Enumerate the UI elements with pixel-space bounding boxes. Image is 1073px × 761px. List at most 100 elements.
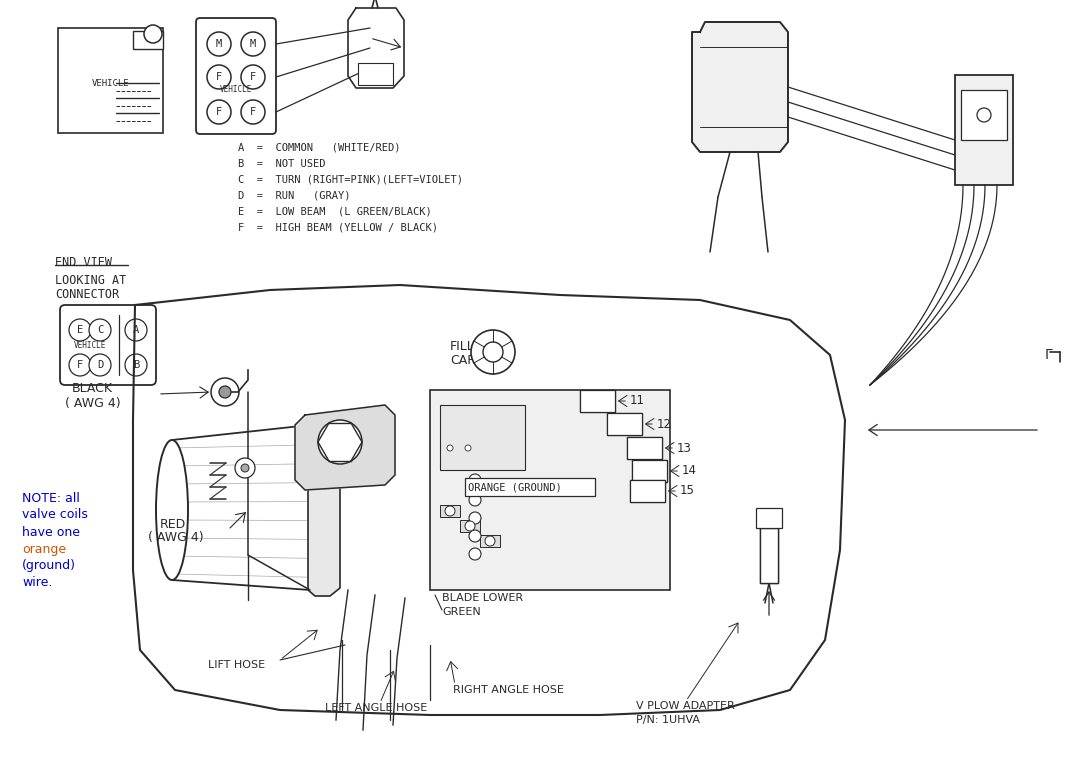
Bar: [630, 480, 665, 502]
Ellipse shape: [156, 440, 188, 580]
Text: END VIEW: END VIEW: [55, 256, 112, 269]
FancyBboxPatch shape: [60, 305, 156, 385]
Text: Γ: Γ: [1044, 348, 1052, 362]
Circle shape: [124, 354, 147, 376]
Circle shape: [241, 464, 249, 472]
Circle shape: [211, 378, 239, 406]
Circle shape: [443, 441, 457, 455]
Bar: [756, 508, 782, 528]
Circle shape: [241, 65, 265, 89]
Text: BLACK: BLACK: [72, 381, 113, 394]
Bar: [133, 31, 163, 49]
Text: LOOKING AT: LOOKING AT: [55, 273, 127, 286]
Text: VEHICLE: VEHICLE: [91, 78, 130, 88]
Bar: [358, 63, 393, 85]
Bar: [465, 478, 596, 496]
Text: FILL: FILL: [450, 339, 474, 352]
Circle shape: [207, 32, 231, 56]
Text: A: A: [133, 325, 139, 335]
Circle shape: [69, 354, 91, 376]
Circle shape: [978, 108, 991, 122]
Polygon shape: [133, 285, 846, 715]
Text: F: F: [250, 107, 256, 117]
Text: C  =  TURN (RIGHT=PINK)(LEFT=VIOLET): C = TURN (RIGHT=PINK)(LEFT=VIOLET): [238, 175, 464, 185]
Text: BLADE LOWER: BLADE LOWER: [442, 593, 524, 603]
Circle shape: [447, 445, 453, 451]
Text: E  =  LOW BEAM  (L GREEN/BLACK): E = LOW BEAM (L GREEN/BLACK): [238, 207, 431, 217]
Bar: [480, 535, 500, 547]
Bar: [440, 505, 460, 517]
Text: V PLOW ADAPTER: V PLOW ADAPTER: [636, 701, 735, 711]
Text: B: B: [133, 360, 139, 370]
Text: 11: 11: [630, 394, 645, 407]
Text: 14: 14: [682, 464, 697, 477]
Circle shape: [241, 32, 265, 56]
FancyBboxPatch shape: [196, 18, 276, 134]
Text: A  =  COMMON   (WHITE/RED): A = COMMON (WHITE/RED): [238, 143, 400, 153]
Circle shape: [235, 458, 255, 478]
Text: 15: 15: [680, 485, 695, 498]
Text: VEHICLE: VEHICLE: [74, 340, 106, 349]
Bar: [961, 90, 1006, 140]
Circle shape: [69, 319, 91, 341]
Bar: [632, 460, 667, 482]
Text: E: E: [77, 325, 83, 335]
Text: F: F: [250, 72, 256, 82]
Circle shape: [144, 25, 162, 43]
Text: CAP: CAP: [450, 354, 474, 367]
Text: (ground): (ground): [23, 559, 76, 572]
Circle shape: [465, 445, 471, 451]
Text: B  =  NOT USED: B = NOT USED: [238, 159, 325, 169]
Text: 12: 12: [657, 418, 672, 431]
Bar: [760, 528, 778, 583]
Polygon shape: [692, 22, 788, 152]
Bar: [460, 520, 480, 532]
Bar: [627, 437, 662, 459]
Bar: [440, 405, 525, 470]
Text: ORANGE (GROUND): ORANGE (GROUND): [468, 483, 562, 493]
Text: ( AWG 4): ( AWG 4): [148, 531, 204, 545]
Text: M: M: [216, 39, 222, 49]
Circle shape: [469, 512, 481, 524]
Circle shape: [469, 530, 481, 542]
Text: NOTE: all: NOTE: all: [23, 492, 79, 505]
Circle shape: [241, 100, 265, 124]
Bar: [607, 413, 642, 435]
Bar: [630, 480, 665, 502]
Text: 13: 13: [677, 441, 692, 454]
Text: D  =  RUN   (GRAY): D = RUN (GRAY): [238, 191, 351, 201]
Circle shape: [124, 319, 147, 341]
Polygon shape: [295, 405, 395, 490]
Text: LEFT ANGLE HOSE: LEFT ANGLE HOSE: [325, 703, 427, 713]
Circle shape: [89, 319, 111, 341]
Circle shape: [485, 536, 495, 546]
Text: F  =  HIGH BEAM (YELLOW / BLACK): F = HIGH BEAM (YELLOW / BLACK): [238, 223, 438, 233]
Text: GREEN: GREEN: [442, 607, 481, 617]
Bar: [955, 75, 1013, 185]
Circle shape: [207, 65, 231, 89]
Text: D: D: [97, 360, 103, 370]
Circle shape: [207, 100, 231, 124]
Bar: [632, 460, 667, 482]
Circle shape: [465, 521, 475, 531]
Text: CONNECTOR: CONNECTOR: [55, 288, 119, 301]
Text: P/N: 1UHVA: P/N: 1UHVA: [636, 715, 700, 725]
Text: have one: have one: [23, 526, 80, 539]
Text: F: F: [216, 72, 222, 82]
Text: F: F: [77, 360, 83, 370]
Bar: [58, 28, 163, 133]
Text: C: C: [97, 325, 103, 335]
Circle shape: [318, 420, 362, 464]
Circle shape: [469, 548, 481, 560]
Circle shape: [219, 386, 231, 398]
Polygon shape: [308, 418, 340, 596]
Text: LIFT HOSE: LIFT HOSE: [208, 660, 265, 670]
Bar: [430, 390, 670, 590]
Bar: [580, 390, 615, 412]
Bar: [760, 528, 778, 583]
Circle shape: [445, 506, 455, 516]
Text: VEHICLE: VEHICLE: [220, 85, 252, 94]
Text: F: F: [216, 107, 222, 117]
Circle shape: [461, 441, 475, 455]
Text: valve coils: valve coils: [23, 508, 88, 521]
